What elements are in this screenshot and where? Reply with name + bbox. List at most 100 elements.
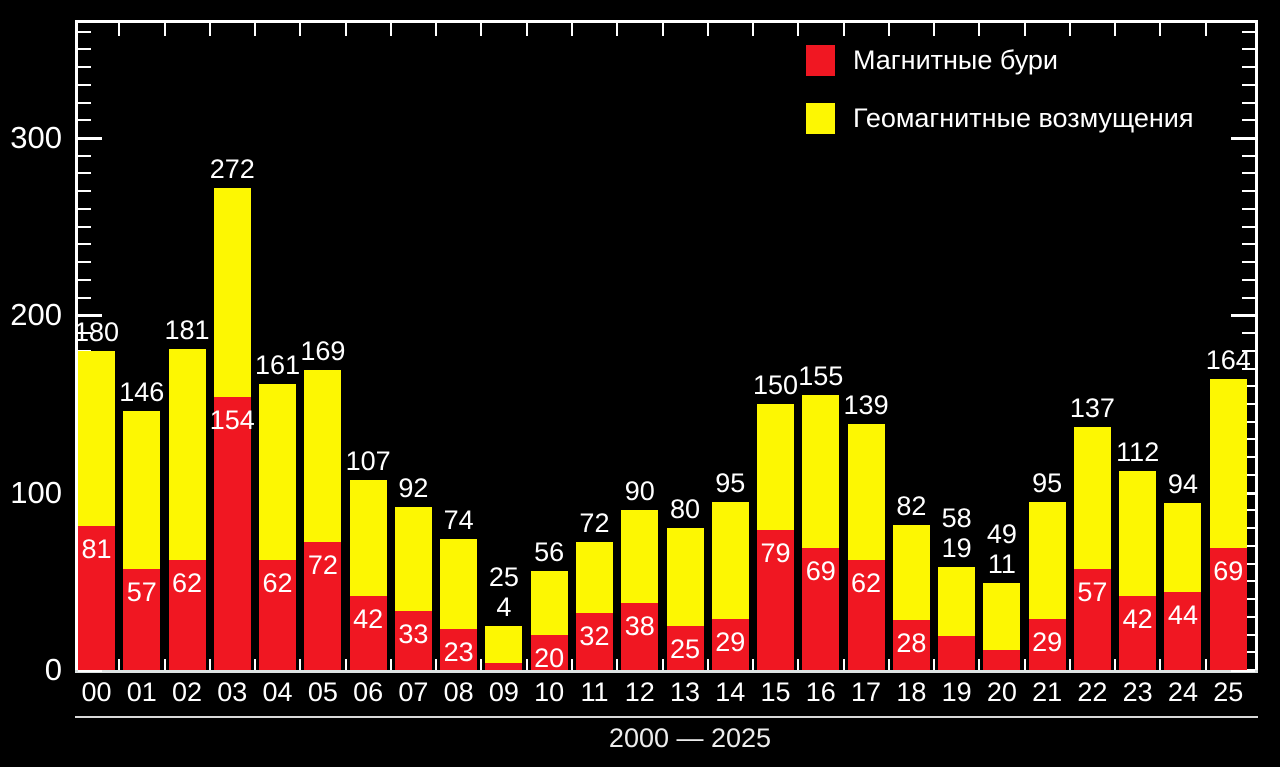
y-axis-tick-right <box>1242 207 1255 210</box>
bar-red-label: 25 <box>669 633 701 664</box>
x-axis-year-label: 14 <box>715 677 746 707</box>
x-axis-year-label: 04 <box>262 677 293 707</box>
y-axis-tick-label: 0 <box>44 652 62 687</box>
y-axis-tick-right <box>1242 296 1255 299</box>
y-axis-tick-right <box>1231 137 1255 140</box>
y-axis-tick-label: 100 <box>10 474 62 510</box>
x-axis-tick-top <box>1159 23 1162 36</box>
x-axis-tick-top <box>887 23 890 36</box>
bar-red-label: 62 <box>262 568 293 599</box>
y-axis-tick-left <box>78 225 91 228</box>
bar-red-label: 28 <box>896 628 927 659</box>
bar-total-label: 181 <box>164 315 210 346</box>
bar-red-label: 29 <box>715 626 746 657</box>
x-axis-tick-top <box>118 23 121 36</box>
y-axis-tick-right <box>1242 473 1255 476</box>
y-axis-tick-right <box>1242 633 1255 636</box>
x-axis-tick-top <box>344 23 347 36</box>
bar-red-label: 57 <box>1077 576 1108 607</box>
y-axis-tick-right <box>1242 190 1255 193</box>
y-axis-tick-left <box>78 30 91 33</box>
plot-frame-right <box>1255 20 1258 673</box>
y-axis-tick-right <box>1242 509 1255 512</box>
bar-total-label: 94 <box>1167 469 1198 500</box>
y-axis-tick-right <box>1242 278 1255 281</box>
bar-red-segment <box>847 560 885 670</box>
bar-total-label: 146 <box>119 377 165 408</box>
x-axis-tick-top <box>1068 23 1071 36</box>
bar-red-segment <box>123 568 161 670</box>
x-axis-year-label: 16 <box>805 677 836 707</box>
x-axis-separator-line <box>75 716 1258 718</box>
y-axis-tick-right <box>1242 243 1255 246</box>
bar-yellow-segment <box>394 506 432 612</box>
x-axis-tick-bottom <box>254 659 257 670</box>
x-axis-year-label: 22 <box>1077 677 1108 707</box>
bar-yellow-segment <box>711 501 749 619</box>
y-axis-tick-right <box>1242 527 1255 530</box>
x-axis-tick-bottom <box>706 659 709 670</box>
y-axis-tick-right <box>1242 101 1255 104</box>
y-axis-tick-left <box>78 243 91 246</box>
x-axis-tick-top <box>661 23 664 36</box>
bar-red-segment <box>757 529 795 670</box>
bar-yellow-segment <box>575 542 613 614</box>
x-axis-year-label: 20 <box>986 677 1017 707</box>
bar-red-label: 11 <box>987 549 1016 580</box>
bar-red-label: 62 <box>172 568 203 599</box>
bar-yellow-segment <box>259 384 297 561</box>
bar-total-label: 161 <box>255 350 301 381</box>
y-axis-tick-right <box>1231 314 1255 318</box>
plot-frame-top <box>75 20 1258 23</box>
bar-red-label: 20 <box>534 642 565 673</box>
x-axis-year-label: 23 <box>1122 677 1153 707</box>
x-axis-tick-bottom <box>435 659 438 670</box>
x-axis-tick-bottom <box>661 659 664 670</box>
bar-red-segment <box>349 595 387 670</box>
legend: Магнитные бури Геомагнитные возмущения <box>806 44 1194 134</box>
y-axis-tick-right <box>1242 172 1255 175</box>
bar-yellow-segment <box>938 567 976 637</box>
bar-yellow-segment <box>1164 503 1202 592</box>
x-axis-tick-top <box>616 23 619 36</box>
y-axis-tick-left <box>78 332 91 335</box>
x-axis-year-label: 03 <box>217 677 248 707</box>
bar-red-label: 81 <box>81 534 112 565</box>
x-axis-tick-bottom <box>118 659 121 670</box>
bar-total-label: 169 <box>300 336 346 367</box>
bar-red-label: 69 <box>1213 555 1244 586</box>
y-axis-tick-right <box>1242 66 1255 69</box>
x-axis-tick-top <box>842 23 845 36</box>
bar-red-label: 29 <box>1032 626 1063 657</box>
bar-red-label: 19 <box>941 533 972 564</box>
x-axis-year-label: 25 <box>1213 677 1244 707</box>
bar-yellow-segment <box>213 187 251 397</box>
bar-yellow-segment <box>1073 427 1111 569</box>
x-axis-year-label: 15 <box>760 677 791 707</box>
x-axis-tick-bottom <box>1114 659 1117 670</box>
legend-item-geomagnetic-disturbances: Геомагнитные возмущения <box>806 102 1194 134</box>
x-axis-tick-bottom <box>887 659 890 670</box>
bar-yellow-segment <box>440 538 478 630</box>
x-axis-tick-top <box>797 23 800 36</box>
x-axis-tick-bottom <box>752 659 755 670</box>
x-axis-tick-bottom <box>525 659 528 670</box>
bar-yellow-segment <box>485 625 523 663</box>
bar-red-segment <box>666 625 704 670</box>
bar-yellow-segment <box>1119 471 1157 596</box>
bar-red-label: 4 <box>496 591 512 622</box>
bar-red-segment <box>892 620 930 670</box>
y-axis-tick-right <box>1242 30 1255 33</box>
y-axis-tick-left <box>78 119 91 122</box>
y-axis-tick-right <box>1242 598 1255 601</box>
bar-yellow-segment <box>892 524 930 621</box>
x-axis-year-label: 06 <box>353 677 384 707</box>
x-axis-year-label: 05 <box>307 677 338 707</box>
bar-yellow-segment <box>802 395 840 548</box>
y-axis-tick-right <box>1242 367 1255 370</box>
bar-red-label: 79 <box>760 537 791 568</box>
bar-total-label: 95 <box>715 467 746 498</box>
y-axis-tick-right <box>1242 154 1255 157</box>
bar-red-segment <box>259 560 297 670</box>
y-axis-tick-right <box>1242 456 1255 459</box>
